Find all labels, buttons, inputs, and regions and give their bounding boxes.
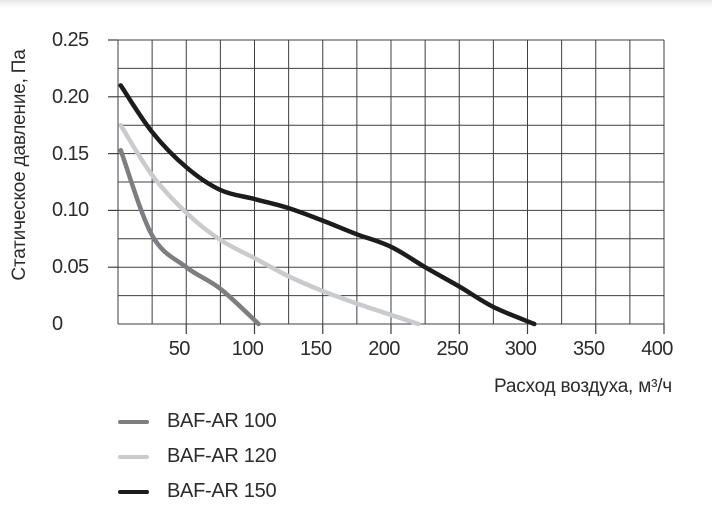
y-axis-title: Статическое давление, Па — [9, 49, 30, 281]
x-tick-label: 400 — [641, 338, 673, 360]
x-tick-label: 100 — [231, 338, 264, 360]
legend-row: BAF-AR 120 — [118, 444, 277, 469]
curve-baf-ar-150 — [118, 83, 537, 327]
top-edge-shadow — [0, 0, 712, 8]
legend-swatch-baf-ar-100 — [118, 419, 149, 424]
curve-baf-ar-120 — [118, 122, 421, 327]
x-tick-label: 50 — [168, 338, 191, 360]
x-tick-label: 250 — [436, 338, 469, 360]
y-tick-label: 0 — [52, 313, 63, 335]
x-axis-title: Расход воздуха, м³/ч — [493, 376, 672, 397]
curve-baf-ar-100 — [118, 147, 261, 327]
y-tick-label: 0.05 — [52, 256, 89, 279]
y-tick-label: 0.10 — [52, 199, 89, 222]
legend-row: BAF-AR 100 — [118, 409, 277, 434]
legend-swatch-baf-ar-120 — [118, 454, 149, 459]
legend-row: BAF-AR 150 — [118, 479, 277, 504]
legend-label: BAF-AR 100 — [167, 410, 277, 432]
legend-swatch-baf-ar-150 — [118, 489, 149, 494]
x-tick-label: 150 — [299, 338, 332, 360]
x-tick-label: 200 — [368, 338, 400, 360]
legend: BAF-AR 100 BAF-AR 120 BAF-AR 150 — [118, 409, 277, 504]
y-tick-label: 0.25 — [52, 29, 89, 51]
legend-label: BAF-AR 150 — [167, 480, 277, 502]
legend-label: BAF-AR 120 — [167, 445, 277, 467]
x-tick-label: 300 — [504, 338, 537, 360]
y-tick-label: 0.15 — [52, 142, 89, 165]
x-tick-label: 350 — [572, 338, 605, 360]
y-tick-label: 0.20 — [52, 85, 89, 108]
plot-svg — [108, 39, 665, 334]
fan-performance-chart: Статическое давление, Па Расход воздуха,… — [9, 29, 673, 397]
